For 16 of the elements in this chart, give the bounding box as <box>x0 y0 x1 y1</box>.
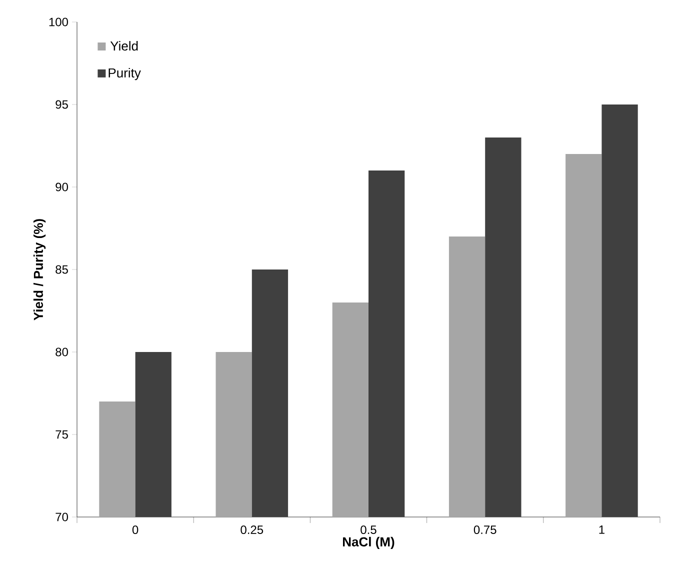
x-axis-title: NaCl (M) <box>343 536 394 550</box>
y-tick-label: 75 <box>56 430 68 439</box>
x-tick-label: 0.75 <box>474 526 496 534</box>
y-tick-label: 85 <box>56 265 68 274</box>
y-tick-label: 95 <box>56 100 68 109</box>
y-tick-label: 100 <box>49 18 68 26</box>
x-tick-label: 1 <box>599 526 604 534</box>
x-tick-label: 0.5 <box>360 526 376 534</box>
y-tick-label: 80 <box>56 348 68 356</box>
x-tick-label: 0 <box>132 526 138 534</box>
x-tick-label: 0.25 <box>240 526 264 534</box>
legend-label: Yield <box>110 41 138 51</box>
legend-label: Purity <box>108 68 141 80</box>
y-tick-label: 90 <box>56 182 68 192</box>
y-axis-title: Yield / Purity (%) <box>33 219 46 320</box>
y-tick-label: 70 <box>56 512 68 522</box>
